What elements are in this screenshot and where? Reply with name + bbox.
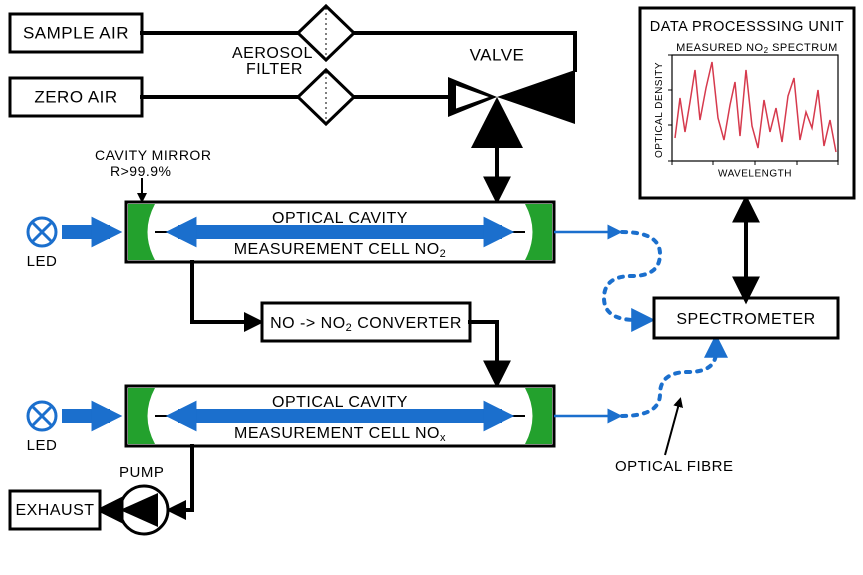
flow-filter-top-to-valve xyxy=(354,33,575,70)
spectrometer-label: SPECTROMETER xyxy=(676,311,815,328)
aerosol-filter-bottom xyxy=(298,70,354,124)
flow-converter-to-cavity2 xyxy=(470,322,497,380)
led-top-icon xyxy=(28,218,56,246)
cavity-2: OPTICAL CAVITY MEASUREMENT CELL NOx xyxy=(126,386,554,446)
filter-label-1: AEROSOL xyxy=(232,45,313,62)
sample-air-label: SAMPLE AIR xyxy=(23,23,129,42)
flow-cavity1-to-converter xyxy=(192,262,258,322)
fibre-pointer xyxy=(665,400,680,455)
cavity1-bottom: MEASUREMENT CELL NO2 xyxy=(234,241,447,260)
cavity2-top: OPTICAL CAVITY xyxy=(272,394,408,411)
pump-label: PUMP xyxy=(119,464,164,481)
cavity1-top: OPTICAL CAVITY xyxy=(272,210,408,227)
dpu-chart-title: MEASURED NO2 SPECTRUM xyxy=(676,42,838,55)
filter-label-2: FILTER xyxy=(246,61,303,78)
led-top-label: LED xyxy=(27,253,58,270)
converter-label: NO -> NO2 CONVERTER xyxy=(270,315,462,334)
cavity2-bottom: MEASUREMENT CELL NOx xyxy=(234,425,446,444)
exhaust-label: EXHAUST xyxy=(15,502,94,519)
mirror-label: CAVITY MIRROR xyxy=(95,147,211,163)
valve-icon xyxy=(448,70,575,148)
pump-icon xyxy=(120,486,168,534)
dpu-ylabel: OPTICAL DENSITY xyxy=(654,62,665,158)
dpu-xlabel: WAVELENGTH xyxy=(718,169,792,180)
dpu: DATA PROCESSSING UNIT MEASURED NO2 SPECT… xyxy=(640,8,854,198)
led-bottom-icon xyxy=(28,402,56,430)
led-bottom-label: LED xyxy=(27,437,58,454)
fibre-cavity1-to-spectrometer xyxy=(604,232,660,320)
fibre-label: OPTICAL FIBRE xyxy=(615,458,733,475)
mirror-refl: R>99.9% xyxy=(110,163,171,179)
zero-air-label: ZERO AIR xyxy=(34,87,117,106)
flow-cavity2-to-pump xyxy=(172,446,192,510)
cavity-1: OPTICAL CAVITY MEASUREMENT CELL NO2 xyxy=(126,202,554,262)
valve-label: VALVE xyxy=(470,45,525,64)
diagram-root: SAMPLE AIR ZERO AIR AEROSOL FILTER VALVE… xyxy=(0,0,863,575)
fibre-cavity2-to-spectrometer xyxy=(622,341,716,416)
dpu-title: DATA PROCESSSING UNIT xyxy=(650,19,844,35)
